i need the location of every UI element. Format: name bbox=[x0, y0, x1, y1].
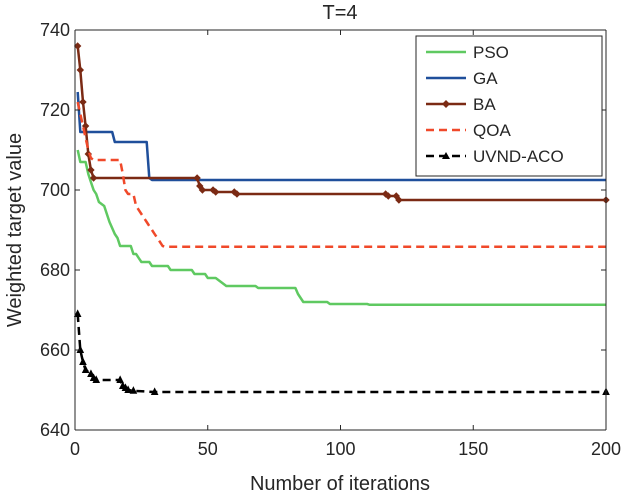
legend-label-pso: PSO bbox=[473, 43, 509, 62]
y-axis-label: Weighted target value bbox=[4, 133, 26, 327]
series-marker bbox=[384, 192, 392, 200]
legend: PSO GA BA QOA UVND-ACO bbox=[415, 35, 603, 177]
legend-label-qoa: QOA bbox=[473, 121, 511, 140]
x-tick-label: 50 bbox=[198, 439, 218, 459]
series-marker bbox=[193, 174, 201, 182]
series-marker bbox=[87, 369, 95, 377]
series-marker bbox=[89, 174, 98, 182]
legend-marker bbox=[442, 152, 450, 159]
y-tick-label: 680 bbox=[40, 260, 70, 280]
series-marker bbox=[116, 375, 124, 383]
x-tick-label: 200 bbox=[591, 439, 621, 459]
y-tick-label: 740 bbox=[40, 20, 70, 40]
x-tick-label: 100 bbox=[325, 439, 355, 459]
series-marker bbox=[212, 188, 220, 196]
series-marker bbox=[395, 196, 403, 204]
series-marker bbox=[79, 357, 87, 365]
x-tick-label: 150 bbox=[458, 439, 488, 459]
x-ticks: 0 50 100 150 200 bbox=[70, 30, 621, 459]
legend-label-ba: BA bbox=[473, 95, 496, 114]
series-qoa bbox=[76, 101, 606, 249]
series-marker bbox=[73, 309, 82, 317]
series-line-qoa bbox=[76, 101, 606, 249]
series-layer bbox=[73, 42, 610, 395]
y-tick-label: 700 bbox=[40, 180, 70, 200]
series-marker bbox=[81, 365, 90, 373]
series-ba bbox=[73, 42, 610, 204]
series-line-uvnd-aco bbox=[76, 313, 606, 394]
x-tick-label: 0 bbox=[70, 439, 80, 459]
y-tick-label: 660 bbox=[40, 340, 70, 360]
y-ticks: 640 660 680 700 720 740 bbox=[40, 20, 606, 440]
series-pso bbox=[76, 149, 606, 307]
chart-title: T=4 bbox=[322, 2, 357, 24]
legend-label-ga: GA bbox=[473, 69, 498, 88]
legend-marker bbox=[442, 100, 450, 108]
x-axis-label: Number of iterations bbox=[250, 473, 430, 494]
series-line-pso bbox=[76, 149, 606, 307]
series-marker bbox=[79, 98, 87, 106]
series-marker bbox=[129, 386, 138, 394]
series-marker bbox=[150, 387, 159, 395]
series-marker bbox=[76, 66, 85, 74]
y-tick-label: 640 bbox=[40, 420, 70, 440]
series-marker bbox=[233, 190, 241, 198]
legend-label-uvnd-aco: UVND-ACO bbox=[473, 147, 564, 166]
series-marker bbox=[198, 186, 207, 194]
series-marker bbox=[92, 375, 101, 383]
y-tick-label: 720 bbox=[40, 100, 70, 120]
series-marker bbox=[87, 166, 95, 174]
series-marker bbox=[73, 42, 82, 50]
series-marker bbox=[124, 385, 132, 393]
